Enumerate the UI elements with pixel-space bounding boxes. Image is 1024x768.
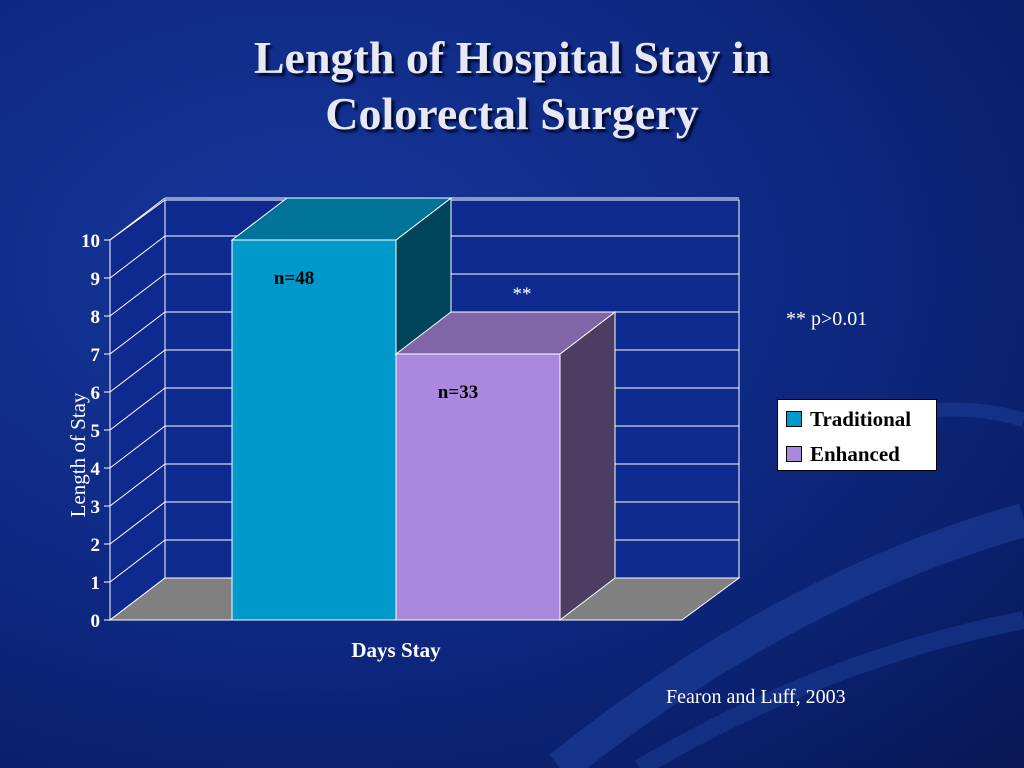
gridline-side-1 — [109, 539, 166, 583]
bar-side-1 — [559, 310, 616, 622]
y-tick-label-5: 5 — [91, 421, 101, 442]
y-tick-label-9: 9 — [91, 269, 101, 290]
y-tick-labels: 0 1 2 3 4 5 6 7 8 9 10 — [81, 231, 110, 632]
gridline-side-8 — [109, 273, 166, 317]
slide-title-line-1: Length of Hospital Stay in — [253, 32, 771, 83]
legend-item-enhanced: Enhanced — [786, 442, 900, 466]
y-tick-label-10: 10 — [81, 231, 100, 252]
bars: n=48 n=33 ** — [230, 196, 617, 622]
source-citation: Fearon and Luff, 2003 — [666, 686, 846, 708]
bar-annotation-1: ** — [513, 284, 532, 305]
gridline-side-2 — [109, 501, 166, 545]
gridline-side-3 — [109, 463, 166, 507]
legend-label-enhanced: Enhanced — [810, 441, 900, 466]
legend-swatch-traditional — [786, 411, 802, 427]
y-tick-label-4: 4 — [91, 459, 101, 480]
gridline-side-5 — [109, 387, 166, 431]
gridline-side-10 — [109, 197, 166, 241]
slide-title: Length of Hospital Stay in Colorectal Su… — [0, 30, 1024, 142]
gridline-side-4 — [109, 425, 166, 469]
bar-front-0 — [231, 239, 397, 621]
y-tick-label-7: 7 — [91, 345, 101, 366]
gridline-side-7 — [109, 311, 166, 355]
slide-title-line-2: Colorectal Surgery — [325, 88, 699, 139]
bar-enhanced: n=33 ** — [394, 284, 617, 622]
y-tick-label-3: 3 — [91, 497, 101, 518]
gridline-side-9 — [109, 235, 166, 279]
legend-label-traditional: Traditional — [810, 406, 912, 431]
y-tick-label-1: 1 — [91, 573, 101, 594]
x-axis-title: Days Stay — [351, 638, 441, 662]
significance-note: ** p>0.01 — [786, 308, 868, 330]
gridline-side-6 — [109, 349, 166, 393]
legend: Traditional Enhanced — [777, 399, 937, 471]
y-tick-label-6: 6 — [91, 383, 101, 404]
bar-front-1 — [395, 353, 561, 621]
data-label-1: n=33 — [438, 382, 478, 403]
data-label-0: n=48 — [274, 268, 314, 289]
y-axis-title: Length of Stay — [66, 392, 90, 518]
y-tick-label-0: 0 — [91, 611, 101, 632]
legend-item-traditional: Traditional — [786, 407, 911, 431]
y-tick-label-2: 2 — [91, 535, 101, 556]
y-tick-label-8: 8 — [91, 307, 101, 328]
chart-side-wall — [109, 199, 166, 622]
legend-swatch-enhanced — [786, 446, 802, 462]
